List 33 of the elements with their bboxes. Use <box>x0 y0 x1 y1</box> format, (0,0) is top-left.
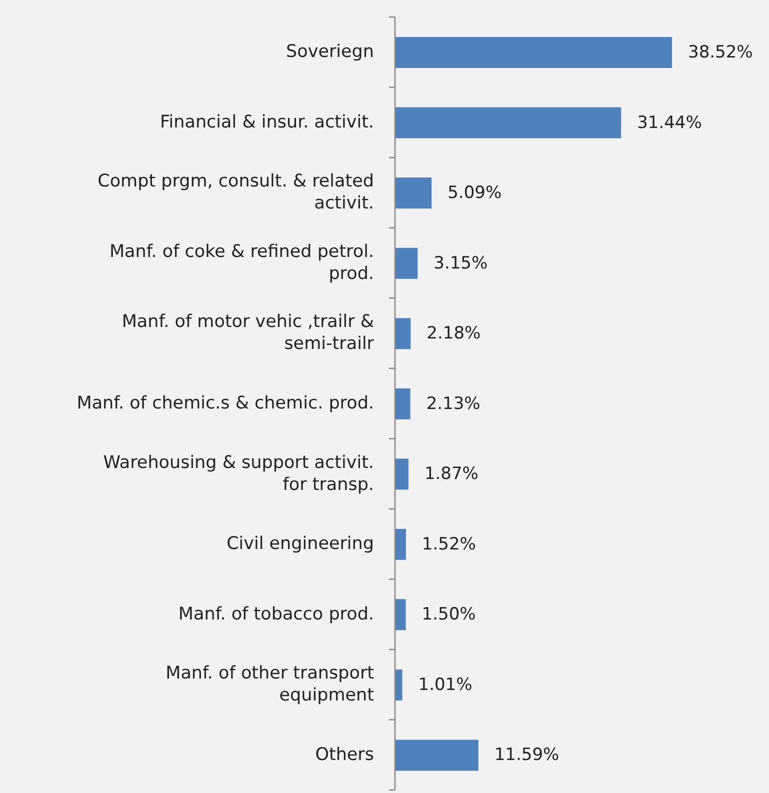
data-label: 2.18% <box>426 324 481 344</box>
y-tick-label: Manf. of tobacco prod. <box>178 604 374 624</box>
y-tick-label: Manf. of coke & refined petrol. prod. <box>109 242 374 284</box>
data-label: 5.09% <box>448 183 502 204</box>
data-label: 38.52% <box>688 42 753 62</box>
bar <box>395 318 411 350</box>
bar <box>395 388 410 420</box>
bar <box>395 37 672 68</box>
y-tick-label: Warehousing & support activit. for transp. <box>103 452 374 495</box>
bar <box>395 248 418 279</box>
bar <box>395 458 408 490</box>
data-label: 1.50% <box>422 604 476 625</box>
y-tick-label: Manf. of other transport equipment <box>166 664 374 706</box>
data-label: 1.87% <box>424 464 478 484</box>
bar <box>395 528 406 560</box>
data-label: 2.13% <box>426 394 480 414</box>
y-tick-label: Financial & insur. activit. <box>160 112 374 132</box>
y-tick-label: Civil engineering <box>226 534 374 554</box>
bar <box>395 599 406 630</box>
data-label: 11.59% <box>494 745 560 766</box>
y-tick-label: Compt prgm, consult. & related activit. <box>98 172 374 214</box>
data-label: 1.01% <box>418 674 472 695</box>
data-label: 3.15% <box>434 253 488 274</box>
y-tick-label: Soveriegn <box>286 42 374 62</box>
bar <box>395 669 402 700</box>
bar <box>395 740 478 771</box>
y-tick-label: Others <box>315 744 374 765</box>
bar <box>395 178 432 209</box>
data-label: 31.44% <box>637 112 702 133</box>
y-tick-label: Manf. of chemic.s & chemic. prod. <box>76 394 374 414</box>
bar <box>395 107 622 138</box>
data-label: 1.52% <box>422 534 476 554</box>
y-tick-label: Manf. of motor vehic ,trailr & semi-trailr <box>122 312 375 354</box>
